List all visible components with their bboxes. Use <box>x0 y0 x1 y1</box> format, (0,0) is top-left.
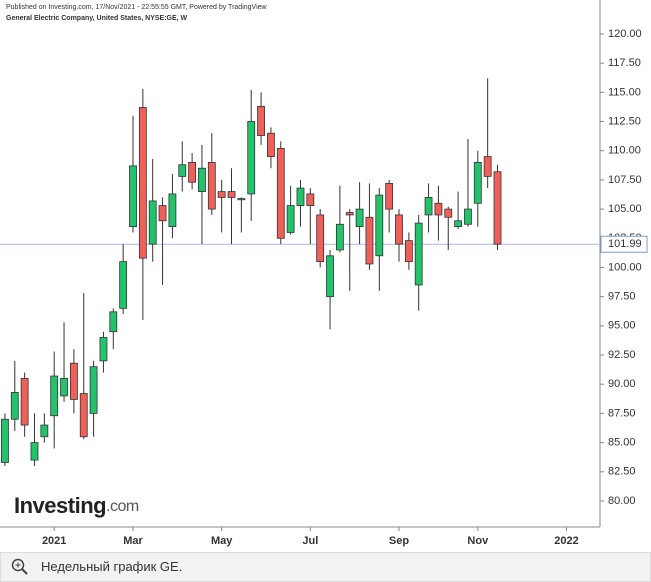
candle-body <box>444 208 453 218</box>
y-tick-label: 100.00 <box>608 261 642 273</box>
candle-body <box>424 197 433 216</box>
candle-body <box>89 366 98 414</box>
candle-body <box>375 194 384 257</box>
candle-body <box>434 202 443 216</box>
candle-body <box>138 107 147 259</box>
last-price-box <box>600 235 648 253</box>
x-tick-label: 2021 <box>42 535 66 547</box>
candle-body <box>316 214 325 263</box>
candle-body <box>217 191 226 198</box>
candle-body <box>414 222 423 286</box>
y-tick-label: 90.00 <box>608 378 636 390</box>
y-tick-label: 92.50 <box>608 349 636 361</box>
y-tick-label: 95.00 <box>608 320 636 332</box>
candle-body <box>404 240 413 263</box>
y-tick-label: 110.00 <box>608 145 641 157</box>
y-tick-label: 82.50 <box>608 466 636 478</box>
candle-body <box>168 193 177 228</box>
candle-body <box>365 216 374 265</box>
candle-body <box>257 105 265 136</box>
candle-body <box>355 208 364 228</box>
subtitle: General Electric Company, United States,… <box>6 15 188 22</box>
candle-body <box>158 205 167 222</box>
candle-body <box>286 205 295 233</box>
candle-body <box>385 183 394 210</box>
candle-body <box>1 418 9 463</box>
candle-body <box>267 132 275 157</box>
candle-body <box>109 311 118 333</box>
candle-body <box>30 442 39 461</box>
candle-body <box>198 167 206 192</box>
candle-body <box>326 255 334 298</box>
y-tick-label: 112.50 <box>608 115 641 127</box>
candle-body <box>395 214 403 245</box>
candle-body <box>454 220 463 228</box>
header: Published on Investing.com, 17/Nov/2021 … <box>6 4 268 11</box>
y-tick-label: 85.00 <box>608 436 636 448</box>
candle-body <box>207 161 216 210</box>
caption-bar: Недельный график GE. <box>0 552 651 582</box>
candle-body <box>119 261 128 309</box>
x-tick-label: 2022 <box>554 535 578 547</box>
candle-body <box>345 212 354 216</box>
logo: Investing.com <box>14 493 139 518</box>
chart: Published on Investing.com, 17/Nov/2021 … <box>0 0 648 547</box>
y-tick-label: 115.00 <box>608 86 641 98</box>
candle-body <box>99 337 108 362</box>
x-tick-label: Jul <box>302 535 318 547</box>
x-tick-label: Sep <box>389 535 409 547</box>
logo-text: Investing <box>14 493 106 518</box>
candle-body <box>247 121 256 195</box>
candle-body <box>237 198 246 201</box>
candle-body <box>227 191 236 198</box>
x-tick-label: May <box>211 535 233 547</box>
y-tick-label: 120.00 <box>608 28 642 40</box>
candle-body <box>40 424 49 438</box>
candle-body <box>129 165 137 228</box>
candle-body <box>335 223 344 251</box>
y-tick-label: 80.00 <box>608 495 636 507</box>
candle-body <box>10 391 19 420</box>
caption: Недельный график GE. <box>41 559 183 574</box>
last-price-label: 101.99 <box>608 238 642 250</box>
candle-body <box>464 208 472 225</box>
candle-body <box>148 200 157 245</box>
y-tick-label: 107.50 <box>608 174 642 186</box>
x-tick-label: Mar <box>123 535 143 547</box>
candle-body <box>473 161 482 204</box>
candle-body <box>60 377 68 397</box>
candle-body <box>178 164 187 177</box>
y-tick-label: 117.50 <box>608 57 641 69</box>
candle-body <box>50 375 59 417</box>
candle-body <box>483 156 492 177</box>
candle-body <box>306 193 315 206</box>
candle-body <box>20 377 29 426</box>
y-tick-label: 87.50 <box>608 407 636 419</box>
y-tick-label: 97.50 <box>608 291 636 303</box>
zoom-icon[interactable] <box>10 557 30 577</box>
candle-body <box>276 147 285 239</box>
candle-body <box>79 393 88 438</box>
candle-body <box>493 171 502 245</box>
candle-body <box>188 161 197 183</box>
y-tick-label: 105.00 <box>608 203 642 215</box>
logo-suffix: .com <box>106 498 139 515</box>
candle-body <box>296 187 305 206</box>
x-tick-label: Nov <box>467 535 489 547</box>
candle-body <box>69 362 78 400</box>
